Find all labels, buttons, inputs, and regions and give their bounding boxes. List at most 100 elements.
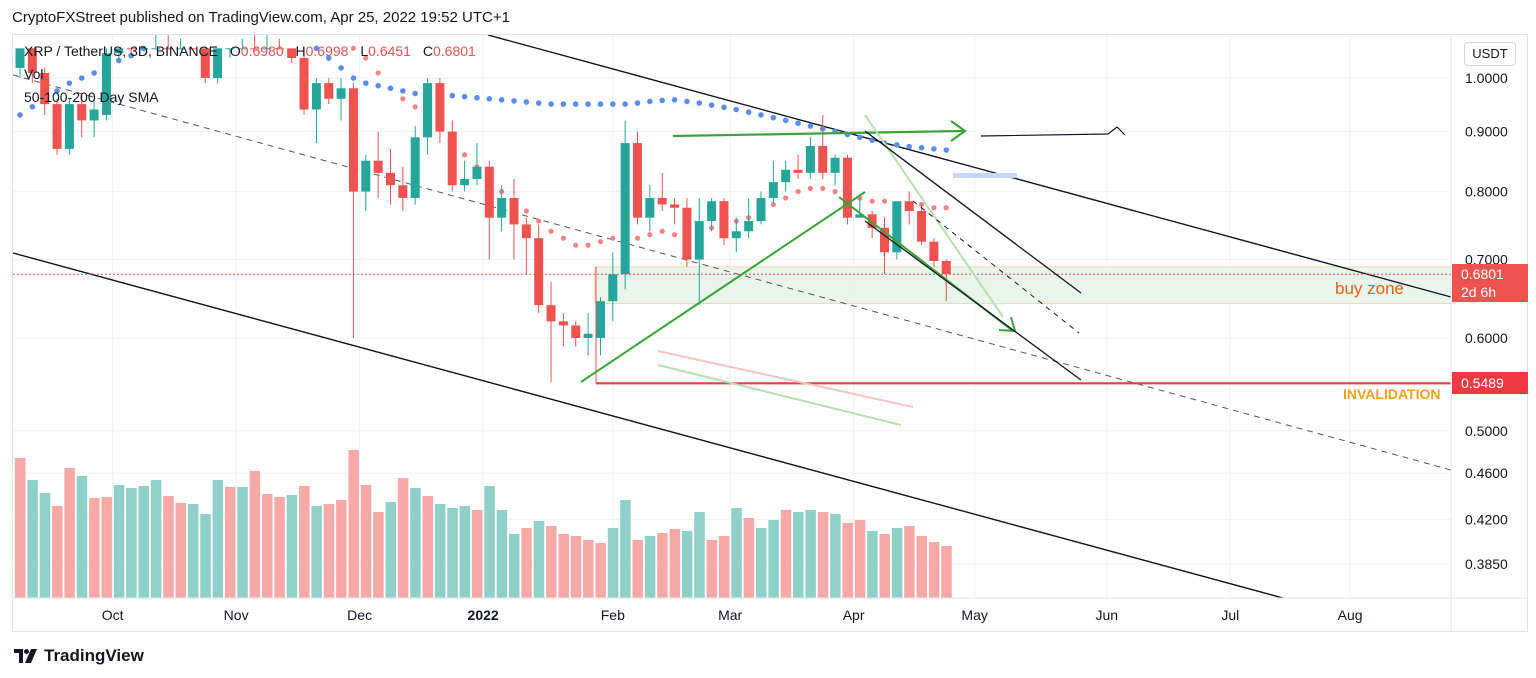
candle-body[interactable] — [595, 301, 605, 338]
currency-button[interactable]: USDT — [1464, 42, 1516, 66]
candle-body[interactable] — [941, 260, 951, 275]
candle-body[interactable] — [707, 201, 717, 222]
candle-body[interactable] — [77, 104, 87, 121]
candle-body[interactable] — [410, 137, 420, 198]
hand-drawn-arrow[interactable] — [980, 126, 1126, 137]
candle-body[interactable] — [336, 88, 346, 99]
black-diag-2[interactable] — [864, 220, 1082, 381]
candle-body[interactable] — [744, 221, 754, 232]
candle-body[interactable] — [386, 172, 395, 186]
green-trend-up[interactable] — [580, 191, 866, 383]
candle-body[interactable] — [880, 227, 889, 253]
candle-body[interactable] — [830, 157, 840, 173]
sma-slow-dot — [350, 75, 357, 81]
candle-body[interactable] — [435, 83, 445, 132]
volume-bar — [101, 497, 112, 598]
candle-body[interactable] — [571, 325, 581, 338]
sma-slow-dot — [857, 134, 863, 141]
candle-body[interactable] — [274, 48, 284, 50]
candle-body[interactable] — [472, 166, 482, 180]
candle-body[interactable] — [521, 224, 531, 239]
candle-body[interactable] — [237, 48, 247, 50]
candle-body[interactable] — [842, 157, 852, 218]
candle-body[interactable] — [558, 321, 568, 326]
candle-body[interactable] — [447, 131, 457, 186]
candle-body[interactable] — [818, 145, 828, 173]
candle-body[interactable] — [373, 160, 383, 173]
sma-fast-dot — [832, 188, 838, 195]
candle-body[interactable] — [867, 214, 877, 228]
candle-body[interactable] — [682, 207, 692, 260]
candle-body[interactable] — [645, 197, 655, 218]
candle-body[interactable] — [114, 48, 124, 54]
candle-body[interactable] — [213, 48, 223, 78]
candle-body[interactable] — [509, 197, 519, 225]
sma-slow-dot — [400, 88, 406, 94]
candle-body[interactable] — [40, 72, 50, 105]
candle-body[interactable] — [497, 197, 507, 218]
symbol-label[interactable]: XRP / TetherUS, 3D, BINANCE — [24, 43, 218, 59]
sma-slow-dot — [869, 137, 875, 143]
candle-body[interactable] — [15, 48, 25, 68]
candle-body[interactable] — [200, 48, 210, 78]
candle-body[interactable] — [348, 88, 358, 192]
candle-body[interactable] — [151, 48, 161, 50]
candle-body[interactable] — [287, 48, 297, 59]
black-diag-1[interactable] — [864, 130, 1082, 294]
candle-body[interactable] — [225, 48, 235, 50]
candle-body[interactable] — [299, 58, 309, 110]
candle-body[interactable] — [460, 179, 470, 186]
open-label: O — [229, 43, 241, 59]
candle-body[interactable] — [633, 143, 642, 218]
candle-body[interactable] — [793, 169, 803, 173]
candle-body[interactable] — [608, 274, 618, 302]
candle-body[interactable] — [534, 238, 544, 306]
candle-body[interactable] — [904, 201, 914, 212]
candle-body[interactable] — [917, 211, 927, 242]
candle-body[interactable] — [768, 182, 778, 198]
buy-zone-area — [594, 266, 1452, 305]
candle-body[interactable] — [27, 48, 37, 73]
candle-body[interactable] — [89, 109, 99, 121]
candle-body[interactable] — [670, 204, 680, 208]
candle-body[interactable] — [176, 48, 186, 50]
candle-body[interactable] — [250, 48, 260, 50]
candle-body[interactable] — [694, 221, 704, 260]
tradingview-brand[interactable]: TradingView — [14, 646, 144, 666]
candle-body[interactable] — [620, 143, 630, 275]
sma-slow-dot — [325, 55, 332, 61]
sma-slow-dot — [721, 104, 727, 111]
candle-body[interactable] — [719, 201, 729, 239]
candle-body[interactable] — [546, 305, 556, 322]
volume-bar — [941, 546, 952, 598]
price-chart[interactable]: 1.0000 0.9000 0.8000 0.7000 0.6000 0.5000 0.46… — [13, 35, 1527, 631]
candle-body[interactable] — [731, 231, 741, 239]
candle-body[interactable] — [398, 185, 408, 198]
candle-body[interactable] — [484, 166, 494, 218]
candle-body[interactable] — [262, 48, 272, 50]
candle-body[interactable] — [311, 83, 321, 110]
candle-body[interactable] — [101, 53, 111, 115]
volume-legend[interactable]: Vol — [24, 66, 44, 82]
candle-body[interactable] — [126, 48, 136, 50]
candle-body[interactable] — [188, 48, 198, 50]
candle-body[interactable] — [64, 104, 74, 149]
sma-legend[interactable]: 50-100-200 Day SMA — [24, 89, 159, 105]
candle-body[interactable] — [324, 83, 334, 99]
candle-body[interactable] — [892, 201, 902, 253]
candle-body[interactable] — [929, 241, 939, 261]
candle-body[interactable] — [855, 214, 865, 218]
candle-body[interactable] — [361, 160, 371, 192]
candle-body[interactable] — [805, 145, 815, 173]
candle-body[interactable] — [163, 48, 173, 50]
candle-body[interactable] — [781, 169, 791, 183]
green-arrow-horizontal[interactable] — [672, 129, 964, 138]
candle-body[interactable] — [657, 197, 667, 205]
candle-body[interactable] — [52, 104, 62, 149]
candle-body[interactable] — [583, 333, 593, 338]
candle-body[interactable] — [756, 197, 766, 222]
candle-body[interactable] — [139, 48, 148, 50]
upper-channel-line[interactable] — [487, 35, 1452, 298]
candle-body[interactable] — [423, 83, 433, 138]
lower-channel-line[interactable] — [13, 252, 1284, 599]
